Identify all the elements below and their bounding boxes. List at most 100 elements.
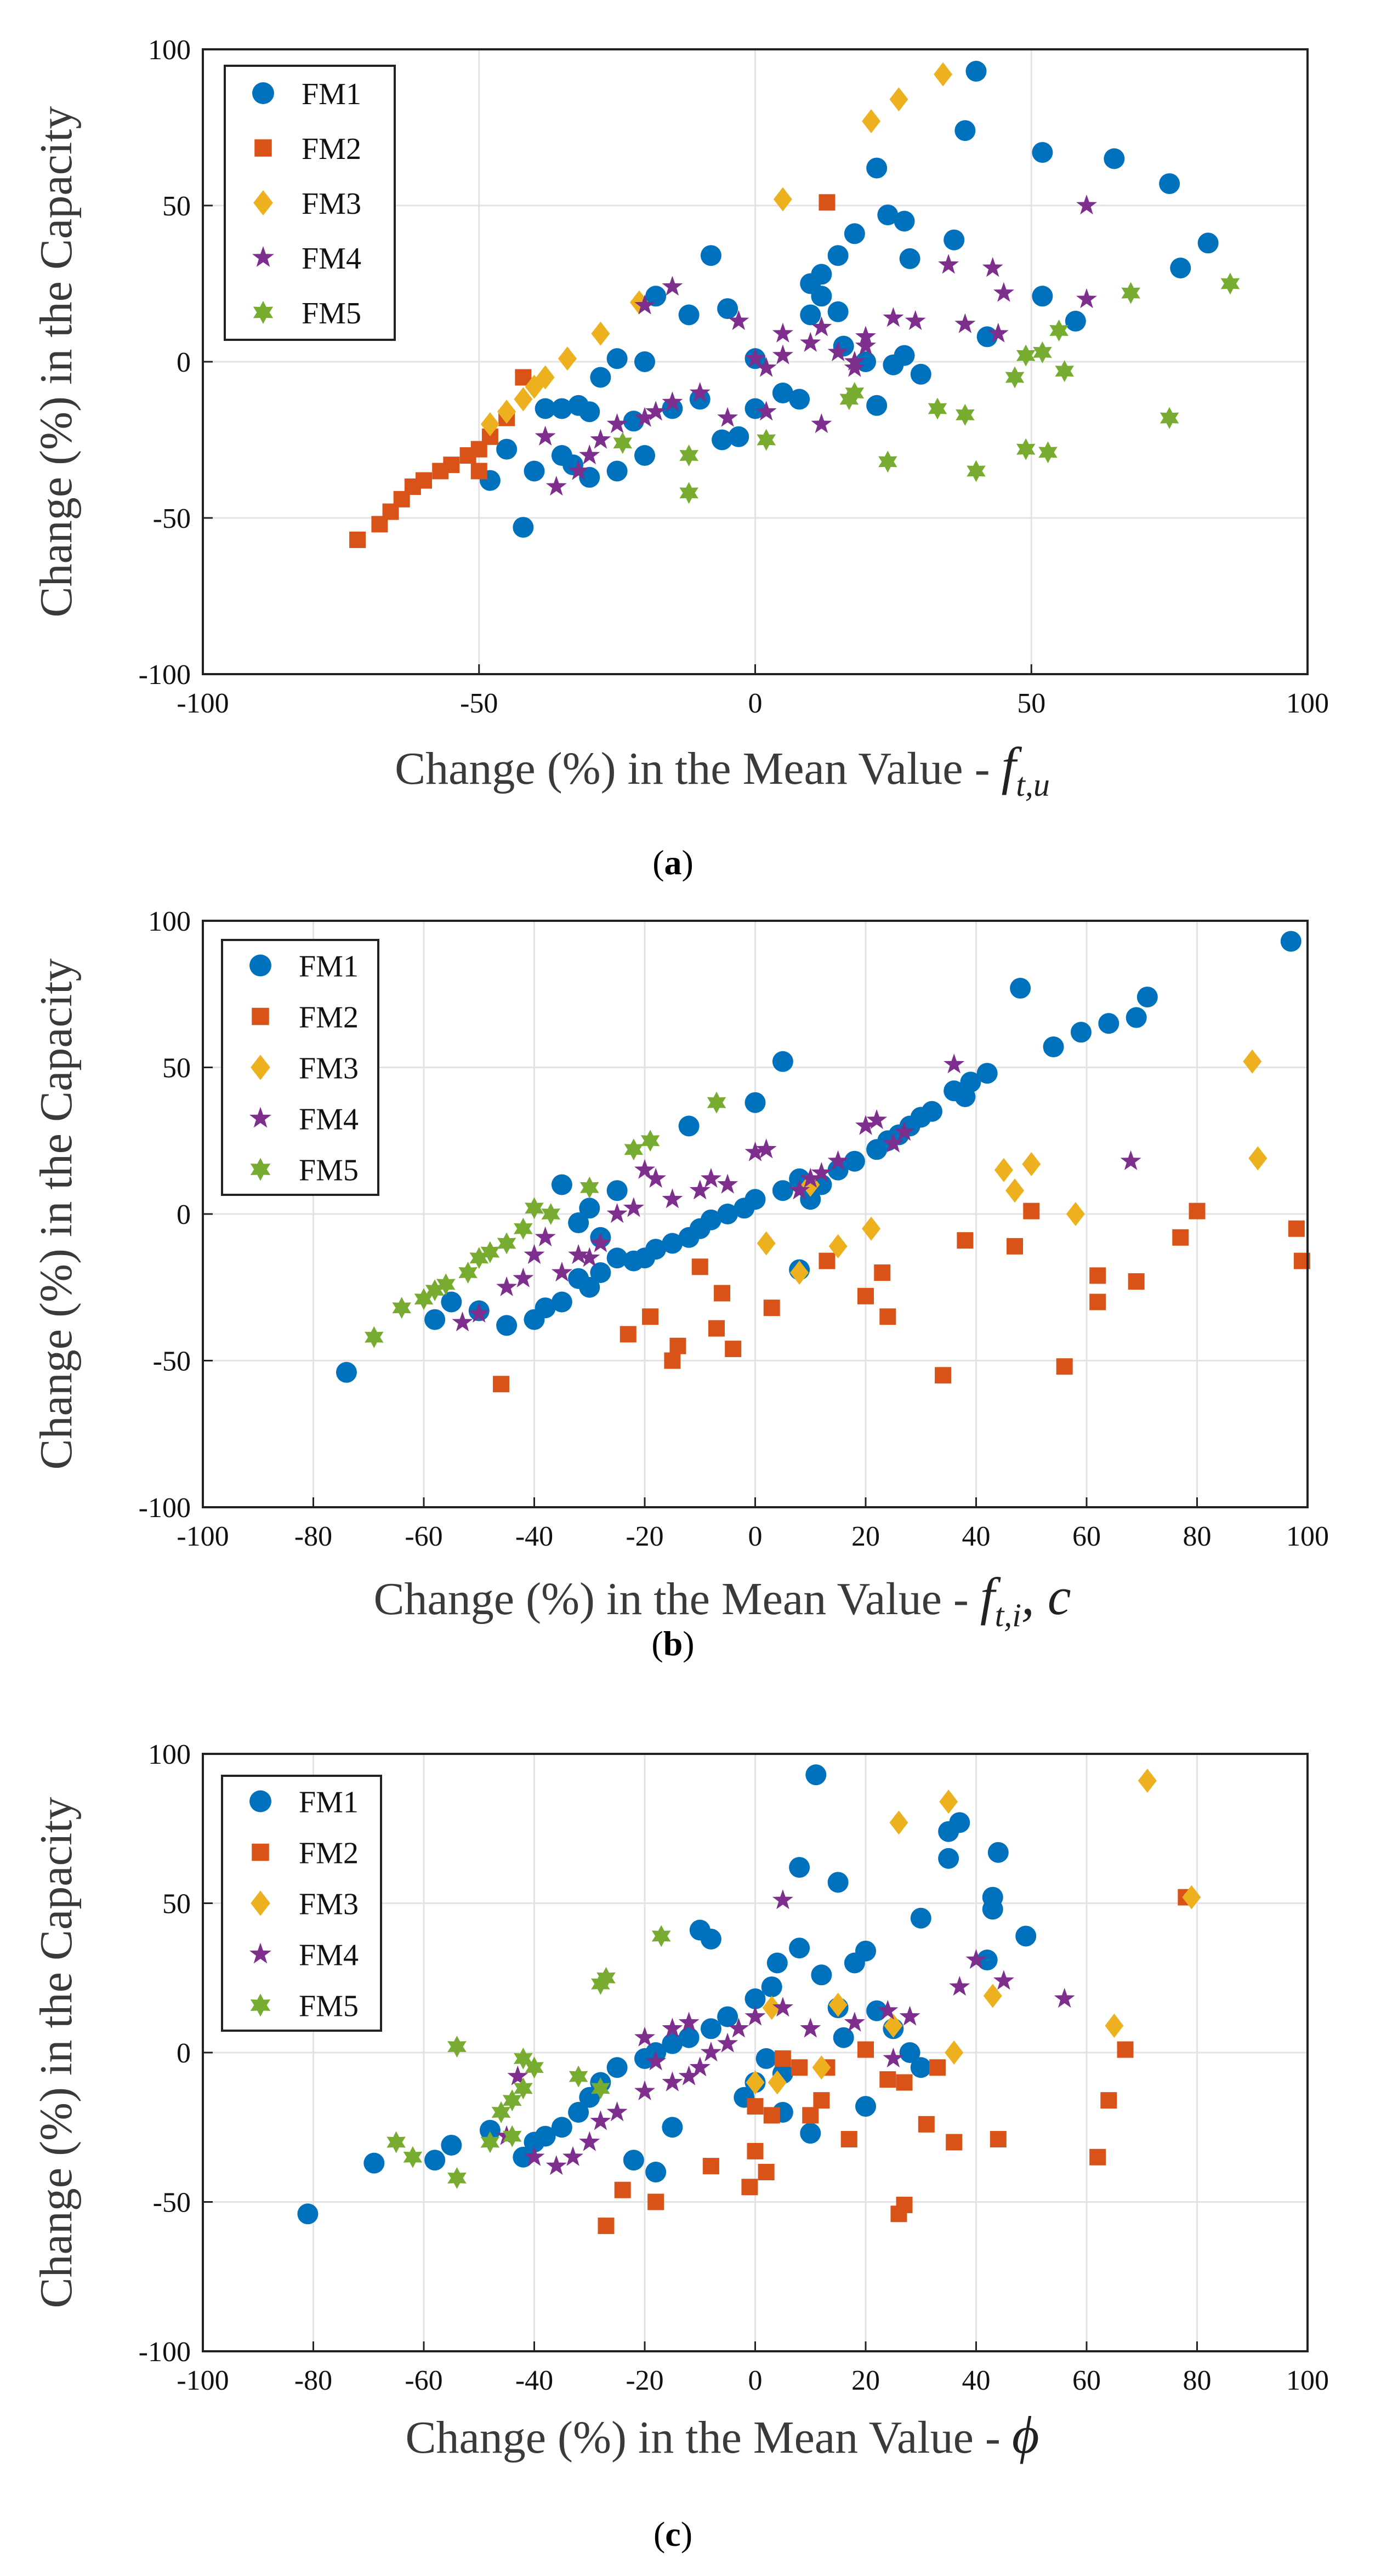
data-point-fm1 bbox=[899, 248, 920, 269]
data-point-fm4 bbox=[700, 1167, 721, 1188]
data-point-fm1 bbox=[734, 1198, 755, 1219]
data-point-fm2 bbox=[802, 2107, 819, 2124]
data-point-fm1 bbox=[745, 1988, 766, 2009]
series-fm1 bbox=[479, 60, 1219, 538]
data-point-fm5 bbox=[707, 1091, 726, 1114]
data-point-fm1 bbox=[855, 2096, 876, 2117]
data-point-fm5 bbox=[447, 2167, 467, 2189]
legend-marker-diamond-icon bbox=[251, 1890, 270, 1916]
data-point-fm2 bbox=[470, 463, 487, 480]
data-point-fm1 bbox=[551, 2117, 572, 2138]
series-fm1 bbox=[297, 1764, 1037, 2225]
data-point-fm1 bbox=[1043, 1036, 1064, 1058]
data-point-fm4 bbox=[728, 2018, 749, 2038]
data-point-fm4 bbox=[545, 476, 567, 496]
data-point-fm4 bbox=[717, 2032, 738, 2053]
x-axis-label: Change (%) in the Mean Value - ft,i, c bbox=[373, 1567, 1071, 1633]
data-point-fm1 bbox=[866, 1139, 888, 1160]
y-tick-label: 100 bbox=[148, 35, 191, 66]
data-point-fm1 bbox=[634, 2048, 655, 2069]
data-point-fm2 bbox=[432, 463, 449, 480]
data-point-fm1 bbox=[866, 157, 888, 179]
data-point-fm4 bbox=[755, 401, 777, 421]
data-point-fm5 bbox=[651, 1925, 671, 1947]
data-point-fm5 bbox=[480, 1241, 500, 1263]
data-point-fm3 bbox=[945, 2041, 964, 2065]
data-point-fm1 bbox=[761, 1976, 782, 1998]
data-point-fm5 bbox=[679, 482, 698, 504]
series-fm4 bbox=[452, 1053, 1141, 1332]
data-point-fm4 bbox=[496, 1276, 518, 1296]
series-fm3 bbox=[480, 62, 953, 436]
data-point-fm1 bbox=[982, 1899, 1003, 1920]
data-point-fm2 bbox=[1089, 2148, 1106, 2165]
data-point-fm4 bbox=[678, 2065, 700, 2085]
data-point-fm1 bbox=[678, 2027, 700, 2048]
data-point-fm3 bbox=[1066, 1202, 1085, 1226]
caption-open-paren: ( bbox=[651, 1624, 663, 1663]
data-point-fm4 bbox=[844, 2011, 865, 2032]
data-point-fm1 bbox=[755, 2048, 777, 2069]
x-tick-label: 0 bbox=[748, 688, 763, 719]
data-point-fm2 bbox=[758, 2164, 775, 2180]
x-axis-label: Change (%) in the Mean Value - ft,u bbox=[395, 737, 1050, 803]
data-point-fm2 bbox=[708, 1320, 725, 1337]
x-axis-label-subscript: t,u bbox=[1016, 767, 1050, 803]
legend-label: FM3 bbox=[299, 1052, 359, 1086]
series-fm3 bbox=[757, 1049, 1268, 1285]
data-point-fm4 bbox=[883, 1132, 904, 1153]
data-point-fm4 bbox=[662, 1188, 683, 1209]
data-point-fm1 bbox=[944, 1080, 965, 1102]
data-point-fm4 bbox=[811, 316, 832, 337]
data-point-fm2 bbox=[957, 1232, 974, 1249]
data-point-fm1 bbox=[944, 229, 965, 250]
data-point-fm1 bbox=[689, 389, 711, 410]
data-point-fm1 bbox=[894, 345, 915, 366]
data-point-fm1 bbox=[336, 1361, 357, 1383]
data-point-fm4 bbox=[645, 2050, 667, 2071]
data-point-fm4 bbox=[944, 1053, 965, 1074]
data-point-fm5 bbox=[845, 382, 865, 404]
data-point-fm4 bbox=[513, 1267, 534, 1287]
data-point-fm5 bbox=[514, 2077, 533, 2100]
data-point-fm5 bbox=[579, 1176, 599, 1199]
data-point-fm3 bbox=[1005, 1178, 1025, 1203]
data-point-fm4 bbox=[568, 1244, 589, 1264]
data-point-fm2 bbox=[1089, 1267, 1106, 1284]
data-point-fm1 bbox=[524, 2132, 545, 2153]
data-point-fm2 bbox=[774, 2050, 791, 2067]
data-point-fm1 bbox=[590, 367, 611, 388]
x-tick-label: -60 bbox=[405, 1521, 442, 1552]
data-point-fm3 bbox=[983, 1984, 1002, 2008]
data-point-fm2 bbox=[918, 2116, 935, 2133]
data-point-fm3 bbox=[939, 1789, 958, 1814]
data-point-fm4 bbox=[1076, 288, 1097, 309]
data-point-fm4 bbox=[689, 2056, 711, 2077]
legend-marker-diamond-icon bbox=[253, 190, 273, 216]
data-point-fm2 bbox=[1007, 1238, 1024, 1255]
data-point-fm4 bbox=[894, 1121, 915, 1141]
data-point-fm1 bbox=[827, 1872, 849, 1893]
series-fm1 bbox=[336, 931, 1302, 1383]
x-axis-label: Change (%) in the Mean Value - ϕ bbox=[405, 2406, 1039, 2464]
data-point-fm5 bbox=[878, 451, 897, 473]
data-point-fm4 bbox=[883, 2047, 904, 2068]
data-point-fm4 bbox=[949, 1976, 970, 1996]
data-point-fm1 bbox=[363, 2152, 385, 2174]
data-point-fm1 bbox=[772, 1051, 793, 1072]
data-point-fm5 bbox=[1220, 272, 1240, 295]
data-point-fm1 bbox=[789, 1937, 810, 1959]
series-fm5 bbox=[387, 1925, 671, 2189]
data-point-fm3 bbox=[1105, 2013, 1124, 2038]
panel-caption: (c) bbox=[653, 2515, 692, 2554]
data-point-fm4 bbox=[590, 1232, 611, 1252]
data-point-fm4 bbox=[662, 2071, 683, 2091]
y-tick-label: -50 bbox=[153, 1346, 191, 1377]
data-point-fm4 bbox=[452, 1311, 473, 1332]
data-point-fm3 bbox=[558, 346, 577, 371]
data-point-fm4 bbox=[772, 344, 793, 364]
data-point-fm1 bbox=[800, 2123, 821, 2144]
data-point-fm5 bbox=[1049, 320, 1069, 341]
data-point-fm4 bbox=[579, 444, 600, 465]
caption-letter: c bbox=[665, 2515, 680, 2554]
